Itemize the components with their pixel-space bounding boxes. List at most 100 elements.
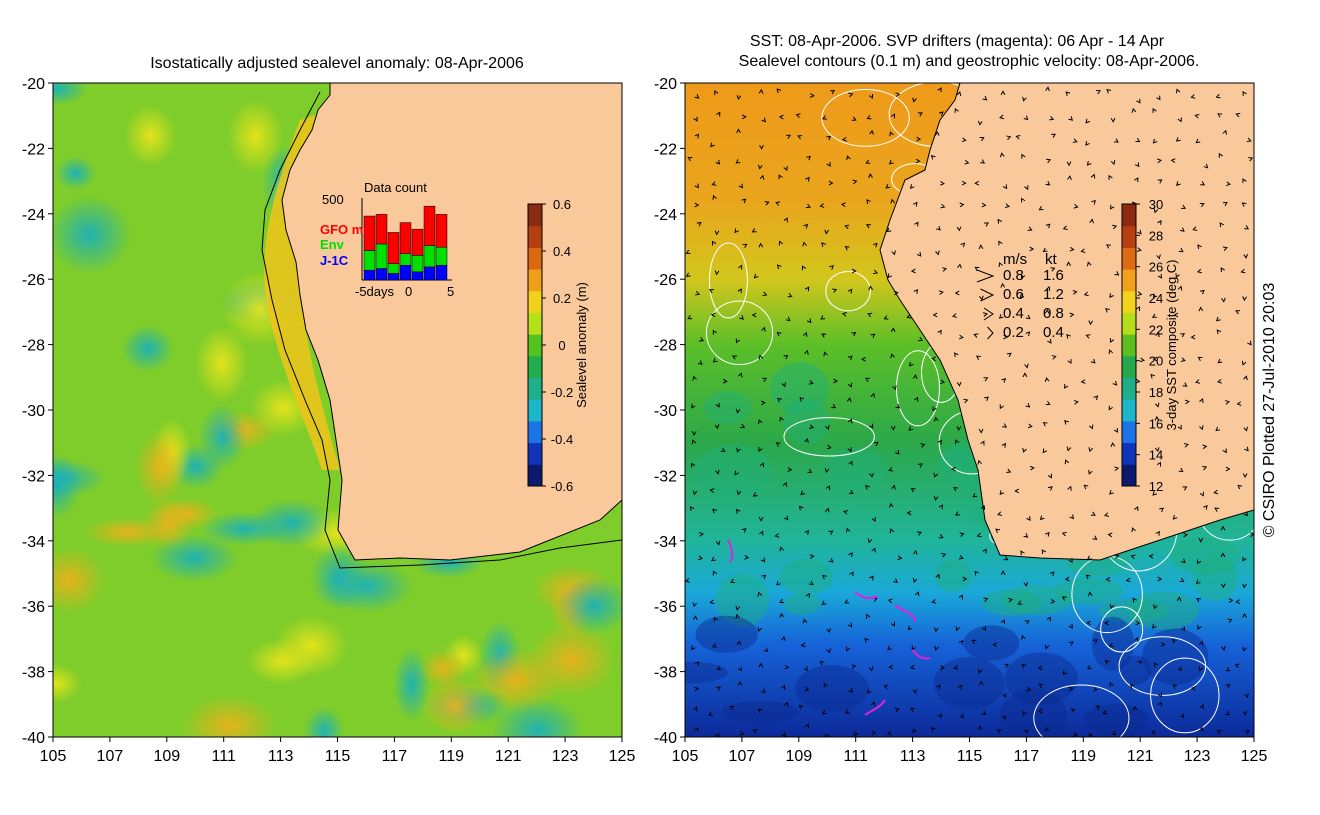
velocity-arrow	[983, 377, 989, 382]
velocity-arrow	[1196, 268, 1202, 274]
sst-colorbar-cell	[1122, 269, 1136, 292]
legend-env: Env	[320, 237, 345, 252]
velocity-arrow	[809, 93, 815, 98]
velocity-arrow	[998, 240, 1003, 246]
velocity-arrow	[891, 484, 896, 490]
velocity-arrow	[685, 272, 691, 277]
velocity-arrow	[1025, 331, 1031, 337]
velocity-arrow	[1196, 559, 1202, 565]
left-panel-title: Isostatically adjusted sealevel anomaly:…	[150, 55, 524, 72]
right-y-axis: -20 -22 -24 -26 -28 -30 -32 -34 -36 -38 -40	[654, 76, 685, 747]
velocity-arrow	[958, 554, 964, 560]
velocity-arrow	[844, 709, 850, 714]
velocity-arrow	[713, 616, 718, 622]
velocity-arrow	[1006, 352, 1012, 358]
velocity-arrow	[1199, 202, 1205, 208]
velocity-arrow	[1017, 600, 1023, 605]
velocity-arrow	[1106, 88, 1112, 94]
velocity-arrow	[1198, 306, 1204, 312]
velocity-arrow	[783, 515, 789, 521]
velocity-arrow	[1023, 533, 1029, 538]
velocity-arrow	[955, 511, 960, 516]
sealevel-colorbar-tick-label: 0	[558, 338, 565, 353]
velocity-arrow	[1150, 730, 1156, 735]
velocity-arrow	[883, 315, 889, 320]
velocity-arrow	[819, 660, 825, 666]
velocity-arrow	[955, 626, 960, 632]
velocity-arrow	[848, 460, 853, 466]
sst-patch	[685, 661, 728, 684]
velocity-arrow	[961, 137, 967, 143]
velocity-arrow	[975, 355, 981, 360]
velocity-arrow	[1244, 225, 1250, 230]
velocity-arrow	[1131, 527, 1136, 533]
velocity-arrow	[1182, 382, 1188, 387]
gfo-bar	[399, 222, 412, 255]
sst-colorbar: 30 28 26 24 22 20 18 16 14 12 3-day SST composite…	[1121, 197, 1179, 494]
velocity-arrow	[1024, 620, 1030, 625]
velocity-arrow	[912, 374, 918, 379]
velocity-arrow	[906, 314, 912, 319]
velocity-arrow	[1037, 665, 1043, 670]
velocity-arrow	[712, 194, 717, 200]
velocity-arrow	[1063, 383, 1069, 389]
velocity-arrow	[826, 161, 831, 167]
velocity-arrow	[1092, 638, 1098, 644]
velocity-arrow	[779, 612, 785, 618]
velocity-arrow	[1092, 686, 1098, 692]
velocity-arrow	[959, 735, 964, 737]
velocity-arrow	[1190, 94, 1196, 99]
velocity-arrow	[870, 701, 876, 707]
velocity-arrow	[737, 288, 742, 294]
velocity-arrow	[1114, 466, 1120, 472]
velocity-arrow	[871, 516, 876, 522]
velocity-arrow	[909, 184, 915, 189]
velocity-arrow	[1042, 247, 1048, 253]
velocity-arrow	[1002, 692, 1007, 698]
velocity-arrow	[761, 117, 767, 123]
velocity-arrow	[779, 546, 784, 552]
velocity-arrow	[911, 645, 916, 651]
velocity-arrow	[914, 396, 919, 402]
velocity-arrow	[685, 578, 690, 583]
velocity-arrow	[888, 467, 894, 472]
velocity-arrow	[937, 439, 942, 445]
velocity-arrow	[1235, 599, 1241, 604]
velocity-arrow	[685, 249, 691, 254]
velocity-arrow	[1194, 114, 1200, 119]
velocity-arrow	[758, 419, 763, 425]
velocity-arrow	[913, 201, 918, 207]
velocity-arrow	[1090, 358, 1096, 364]
velocity-arrow	[803, 331, 808, 337]
velocity-arrow	[741, 528, 747, 533]
velocity-arrow	[890, 425, 896, 431]
velocity-arrow	[1242, 710, 1248, 716]
velocity-arrow	[1049, 116, 1055, 121]
velocity-arrow	[979, 295, 984, 301]
velocity-arrow	[952, 313, 958, 318]
velocity-arrow	[1114, 271, 1120, 276]
right-ytick-label: -26	[654, 272, 677, 289]
velocity-arrow	[912, 728, 917, 734]
velocity-arrow	[809, 424, 815, 429]
velocity-arrow	[983, 597, 989, 602]
velocity-arrow	[977, 120, 983, 126]
velocity-arrow	[1199, 726, 1204, 732]
velocity-arrow	[763, 647, 769, 653]
velocity-arrow	[1190, 686, 1196, 691]
sealevel-colorbar-tick-label: -0.4	[551, 432, 573, 447]
sealevel-colorbar: 0.6 0.4 0.2 0 -0.2 -0.4 -0.6 Sealevel anomaly …	[527, 197, 589, 494]
velocity-arrow	[1215, 316, 1221, 322]
env-bar	[375, 243, 388, 269]
velocity-arrow	[1045, 531, 1050, 537]
velocity-arrow	[1046, 158, 1052, 164]
velocity-arrow	[1000, 90, 1006, 96]
velocity-arrow	[847, 622, 853, 628]
velocity-arrow	[1021, 663, 1027, 669]
velocity-arrow	[935, 684, 941, 690]
anomaly-patch	[53, 83, 88, 106]
velocity-arrow	[865, 159, 871, 164]
sealevel-colorbar-cell	[528, 290, 542, 313]
velocity-arrow	[1241, 202, 1247, 207]
velocity-arrow	[892, 385, 897, 391]
